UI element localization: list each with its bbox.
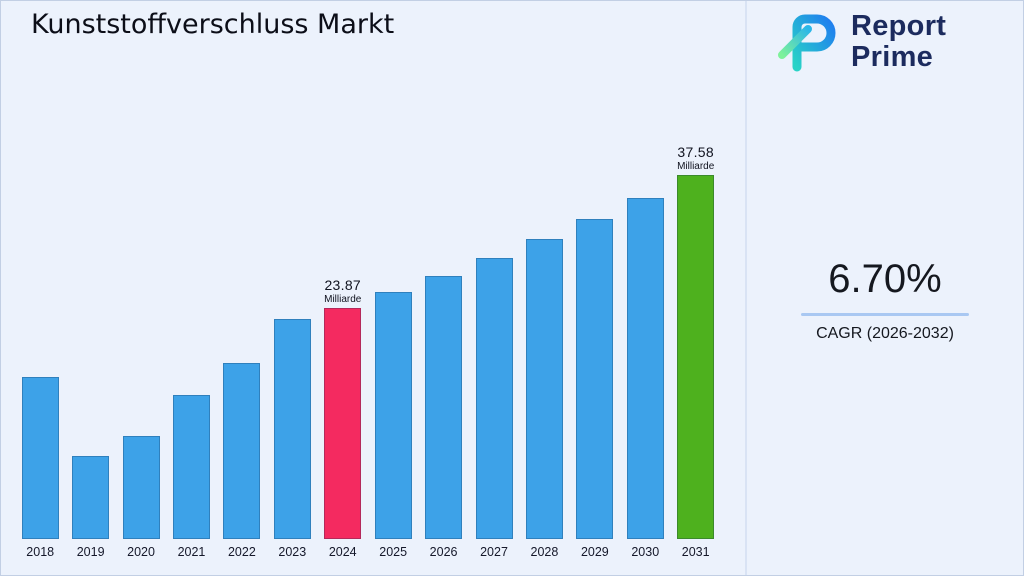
bar-column-2031: 37.58 Milliarde 2031 — [670, 103, 720, 563]
page-title: Kunststoffverschluss Markt — [31, 9, 395, 40]
bar-2031 — [677, 175, 715, 539]
x-axis-label-2020: 2020 — [127, 545, 155, 559]
bar-column-2029: 2029 — [570, 103, 620, 563]
cagr-label: CAGR (2026-2032) — [816, 325, 954, 342]
x-axis-label-2027: 2027 — [480, 545, 508, 559]
bar-2023 — [273, 319, 311, 539]
bar-column-2023: 2023 — [267, 103, 317, 563]
x-axis-label-2030: 2030 — [631, 545, 660, 559]
bar-2024 — [324, 308, 362, 539]
bar-column-2021: 2021 — [166, 103, 216, 563]
x-axis-label-2024: 2024 — [328, 545, 357, 559]
bar-2018 — [21, 377, 59, 539]
bar-2027 — [475, 258, 513, 539]
bar-column-2022: 2022 — [217, 103, 267, 563]
bar-column-2026: 2026 — [418, 103, 468, 563]
bar-column-2028: 2028 — [519, 103, 569, 563]
logo-mark-icon — [778, 14, 836, 72]
x-axis-label-2028: 2028 — [530, 545, 559, 559]
logo-text-prime: Prime — [851, 41, 934, 73]
annotation-unit: Milliarde — [324, 294, 362, 305]
annotation-unit: Milliarde — [677, 161, 715, 172]
bar-2019 — [72, 456, 110, 539]
bar-2025 — [374, 292, 412, 539]
bar-column-2020: 2020 — [116, 103, 166, 563]
bar-2022 — [223, 363, 261, 539]
logo-text: Report Prime — [851, 9, 947, 73]
x-axis-label-2023: 2023 — [278, 545, 307, 559]
x-axis-label-2031: 2031 — [681, 545, 710, 559]
bar-column-2019: 2019 — [65, 103, 115, 563]
x-axis-label-2025: 2025 — [379, 545, 408, 559]
bar-2026 — [425, 276, 463, 539]
x-axis-label-2022: 2022 — [227, 545, 256, 559]
cagr-underline — [801, 313, 969, 316]
annotation-value: 23.87 — [324, 277, 362, 293]
bar-2029 — [576, 219, 614, 539]
bar-annotation-2031: 37.58 Milliarde — [677, 144, 714, 172]
cagr-block: 6.70% CAGR (2026-2032) — [747, 257, 1023, 343]
bar-chart: 2018 2019 2020 2021 2022 2023 23.87 Milliarde 20… — [15, 103, 721, 563]
bar-column-2030: 2030 — [620, 103, 670, 563]
logo-text-report: Report — [851, 9, 947, 42]
bar-column-2025: 2025 — [368, 103, 418, 563]
bar-column-2024: 23.87 Milliarde 2024 — [318, 103, 368, 563]
x-axis-label-2026: 2026 — [429, 545, 458, 559]
right-panel: Report Prime 6.70% CAGR (2026-2032) — [747, 1, 1023, 575]
bar-2021 — [172, 395, 210, 539]
bar-column-2018: 2018 — [15, 103, 65, 563]
x-axis-label-2021: 2021 — [177, 545, 206, 559]
x-axis-label-2018: 2018 — [26, 545, 55, 559]
bar-2030 — [626, 198, 664, 539]
annotation-value: 37.58 — [677, 144, 714, 160]
x-axis-label-2029: 2029 — [580, 545, 609, 559]
bar-2028 — [525, 239, 563, 539]
bar-column-2027: 2027 — [469, 103, 519, 563]
report-prime-logo: Report Prime — [773, 9, 946, 75]
cagr-value: 6.70% — [828, 257, 942, 301]
x-axis-label-2019: 2019 — [76, 545, 105, 559]
bar-annotation-2024: 23.87 Milliarde — [324, 277, 361, 305]
panel-divider — [745, 1, 747, 575]
bar-2020 — [122, 436, 160, 539]
